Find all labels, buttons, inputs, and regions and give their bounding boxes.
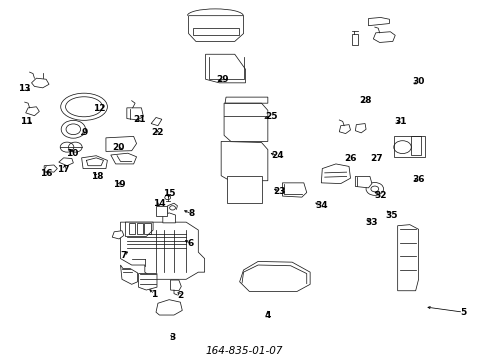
Text: 1: 1 — [151, 290, 157, 299]
Polygon shape — [239, 261, 309, 292]
Text: 36: 36 — [411, 175, 424, 184]
Polygon shape — [368, 18, 388, 26]
Text: 18: 18 — [91, 172, 103, 181]
Polygon shape — [59, 158, 73, 166]
Text: 30: 30 — [411, 77, 424, 86]
Polygon shape — [170, 280, 181, 291]
Text: 28: 28 — [358, 96, 370, 105]
Polygon shape — [44, 165, 57, 172]
Text: 16: 16 — [40, 169, 52, 178]
Bar — [136, 223, 142, 234]
Text: 31: 31 — [394, 117, 407, 126]
Text: 23: 23 — [273, 187, 285, 196]
Text: 7: 7 — [121, 251, 127, 260]
Polygon shape — [355, 123, 366, 133]
Bar — [352, 33, 358, 45]
Polygon shape — [120, 222, 204, 279]
Text: 164-835-01-07: 164-835-01-07 — [205, 346, 283, 356]
Polygon shape — [188, 16, 243, 41]
Bar — [144, 223, 150, 234]
Text: 20: 20 — [112, 143, 124, 152]
Polygon shape — [355, 176, 371, 188]
Text: 8: 8 — [188, 210, 195, 219]
Polygon shape — [163, 213, 175, 223]
Text: 13: 13 — [19, 84, 31, 93]
Text: 21: 21 — [133, 115, 146, 124]
Polygon shape — [112, 231, 123, 239]
Polygon shape — [224, 103, 267, 141]
Polygon shape — [31, 78, 49, 88]
Bar — [128, 223, 135, 234]
Text: 26: 26 — [344, 154, 356, 163]
Text: 10: 10 — [65, 149, 78, 158]
Text: 22: 22 — [151, 129, 164, 138]
Text: 27: 27 — [370, 154, 382, 163]
Text: 24: 24 — [271, 151, 284, 160]
Polygon shape — [151, 117, 162, 126]
Text: 19: 19 — [113, 180, 125, 189]
Text: 15: 15 — [163, 189, 175, 198]
Polygon shape — [26, 107, 39, 116]
Text: 35: 35 — [385, 211, 397, 220]
Text: 33: 33 — [365, 218, 377, 227]
Text: 11: 11 — [20, 117, 33, 126]
Text: 5: 5 — [459, 308, 466, 317]
Polygon shape — [393, 136, 425, 157]
Polygon shape — [321, 164, 350, 184]
Text: 9: 9 — [81, 129, 88, 138]
Text: 4: 4 — [264, 311, 270, 320]
Text: 3: 3 — [169, 333, 175, 342]
Polygon shape — [282, 183, 306, 197]
Polygon shape — [120, 265, 137, 284]
Polygon shape — [106, 136, 136, 152]
Polygon shape — [125, 222, 153, 237]
Bar — [410, 136, 421, 155]
Text: 25: 25 — [264, 112, 277, 121]
Polygon shape — [126, 108, 143, 120]
Polygon shape — [156, 300, 182, 315]
Text: 12: 12 — [93, 104, 105, 113]
Polygon shape — [397, 225, 418, 291]
Text: 29: 29 — [216, 75, 228, 84]
Polygon shape — [81, 156, 107, 168]
Text: 32: 32 — [374, 190, 386, 199]
Text: 17: 17 — [57, 165, 70, 174]
Polygon shape — [205, 54, 245, 83]
Bar — [227, 176, 261, 203]
Text: 14: 14 — [153, 199, 165, 208]
Polygon shape — [111, 153, 136, 164]
Text: 6: 6 — [187, 239, 194, 248]
Text: 2: 2 — [177, 291, 183, 300]
Polygon shape — [339, 125, 350, 134]
Polygon shape — [138, 274, 157, 290]
Polygon shape — [372, 32, 394, 42]
Bar — [156, 206, 166, 216]
Text: 34: 34 — [314, 201, 327, 210]
Polygon shape — [221, 141, 267, 181]
